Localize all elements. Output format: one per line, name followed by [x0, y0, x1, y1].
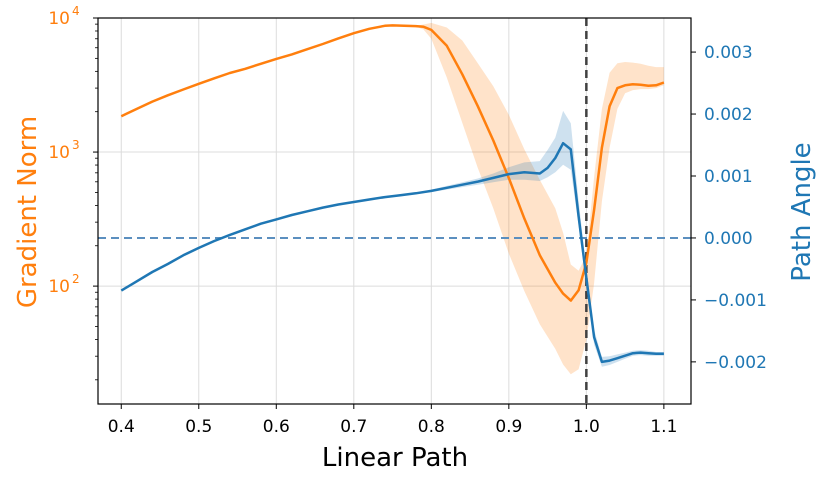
left-tick-exponent: 2: [72, 272, 80, 286]
reference-lines: [98, 18, 691, 404]
left-tick-label: 10: [48, 143, 70, 163]
left-tick-exponent: 3: [72, 138, 80, 152]
confidence-bands: [121, 22, 664, 375]
x-tick-label: 0.4: [108, 417, 135, 437]
x-tick-label: 0.8: [418, 417, 445, 437]
right-axis-ticks: −0.002 −0.001 0.000 0.001 0.002 0.003: [691, 43, 767, 373]
right-tick-label: −0.001: [704, 291, 767, 311]
line-right-series: [120, 141, 664, 364]
right-tick-label: 0.003: [704, 43, 753, 63]
x-axis-label: Linear Path: [322, 443, 468, 473]
band-left-series: [121, 22, 664, 375]
right-tick-label: 0.000: [704, 229, 753, 249]
x-tick-label: 1.0: [573, 417, 600, 437]
left-axis-label: Gradient Norm: [13, 116, 43, 308]
x-tick-label: 0.5: [185, 417, 212, 437]
x-tick-label: 0.9: [495, 417, 522, 437]
right-tick-label: 0.002: [704, 105, 753, 125]
line-left-series: [120, 24, 665, 302]
x-tick-label: 1.1: [650, 417, 677, 437]
plot-frame: [97, 17, 692, 405]
right-axis-label: Path Angle: [787, 142, 817, 281]
x-tick-label: 0.7: [340, 417, 367, 437]
band-right-series: [121, 110, 664, 367]
left-tick-exponent: 4: [72, 4, 80, 18]
right-tick-label: −0.002: [704, 353, 767, 373]
right-tick-label: 0.001: [704, 167, 753, 187]
series-lines: [120, 24, 665, 364]
grid-lines: [98, 17, 691, 404]
x-tick-label: 0.6: [263, 417, 290, 437]
left-tick-label: 10: [48, 277, 70, 297]
left-tick-label: 10: [48, 9, 70, 29]
x-axis-ticks: 0.4 0.5 0.6 0.7 0.8 0.9 1.0 1.1: [108, 404, 677, 437]
